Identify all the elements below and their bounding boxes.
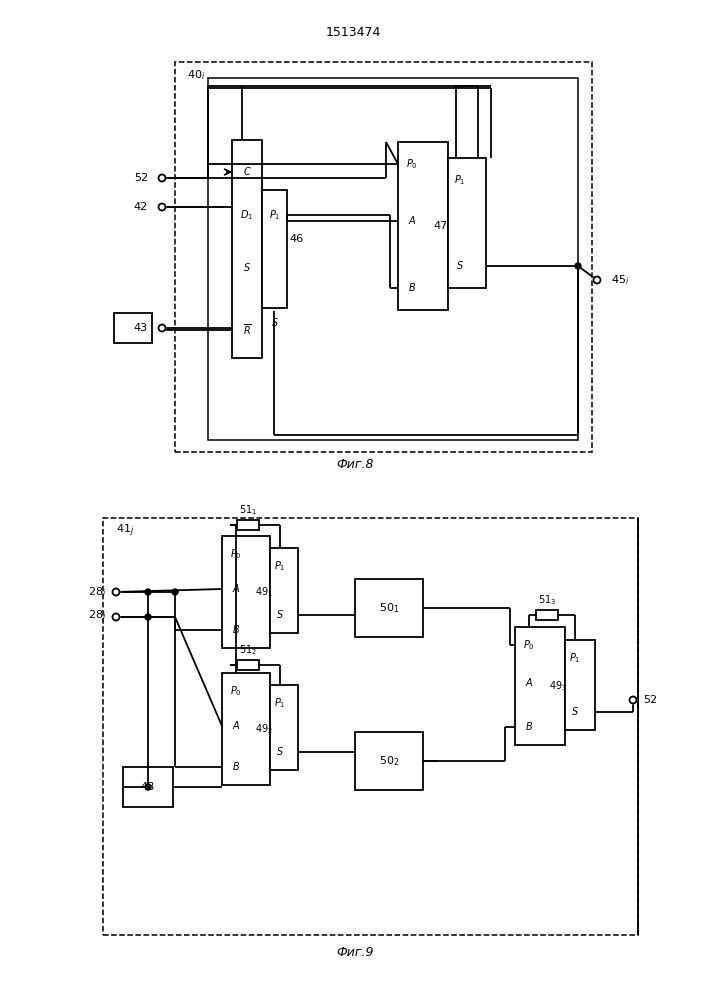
Text: $P_0$: $P_0$: [230, 547, 242, 561]
Text: $28_j$: $28_j$: [88, 609, 106, 625]
Text: $50_2$: $50_2$: [379, 754, 399, 768]
Text: $P_0$: $P_0$: [230, 684, 242, 698]
Text: $49_1$: $49_1$: [255, 585, 273, 599]
Bar: [175, 62, 592, 452]
Circle shape: [145, 784, 151, 790]
Text: $50_1$: $50_1$: [379, 601, 399, 615]
Text: $51_1$: $51_1$: [239, 503, 257, 517]
Text: 46: 46: [290, 234, 304, 244]
Bar: [103, 518, 638, 935]
Circle shape: [172, 589, 178, 595]
Text: 52: 52: [134, 173, 148, 183]
Bar: [536, 610, 558, 620]
Text: $P_1$: $P_1$: [269, 208, 281, 222]
Text: $D_1$: $D_1$: [240, 208, 254, 222]
Bar: [565, 640, 595, 730]
Bar: [222, 536, 270, 648]
Circle shape: [112, 613, 119, 620]
Text: A: A: [409, 216, 415, 226]
Text: S: S: [244, 263, 250, 273]
Text: $51_2$: $51_2$: [239, 643, 257, 657]
Bar: [222, 673, 270, 785]
Text: $P_0$: $P_0$: [523, 638, 535, 652]
Bar: [208, 78, 578, 440]
Bar: [237, 520, 259, 530]
Bar: [355, 732, 423, 790]
Bar: [114, 313, 152, 343]
Text: $45_i$: $45_i$: [611, 273, 629, 287]
Circle shape: [629, 696, 636, 704]
Bar: [270, 685, 298, 770]
Text: C: C: [244, 167, 250, 177]
Text: $49_3$: $49_3$: [549, 679, 567, 693]
Text: $41_j$: $41_j$: [116, 523, 134, 539]
Bar: [515, 627, 565, 745]
Bar: [398, 142, 448, 310]
Circle shape: [158, 204, 165, 211]
Text: $\overline{R}$: $\overline{R}$: [243, 323, 252, 337]
Text: S: S: [457, 261, 463, 271]
Circle shape: [158, 174, 165, 182]
Text: $28_i$: $28_i$: [88, 585, 106, 599]
Bar: [262, 190, 287, 308]
Circle shape: [145, 614, 151, 620]
Text: S: S: [277, 747, 283, 757]
Bar: [355, 579, 423, 637]
Text: 48: 48: [141, 782, 155, 792]
Text: $P_1$: $P_1$: [569, 651, 580, 665]
Text: A: A: [233, 584, 239, 594]
Text: $P_0$: $P_0$: [406, 157, 418, 171]
Text: $P_1$: $P_1$: [274, 559, 286, 573]
Text: B: B: [233, 625, 240, 635]
Bar: [237, 660, 259, 670]
Text: S: S: [277, 610, 283, 620]
Bar: [123, 767, 173, 807]
Bar: [232, 140, 262, 358]
Circle shape: [158, 324, 165, 332]
Text: $40_i$: $40_i$: [187, 68, 205, 82]
Text: $49_2$: $49_2$: [255, 722, 273, 736]
Text: S: S: [272, 318, 278, 328]
Text: 47: 47: [434, 221, 448, 231]
Circle shape: [112, 588, 119, 595]
Bar: [448, 158, 486, 288]
Text: 1513474: 1513474: [325, 25, 380, 38]
Text: $P_1$: $P_1$: [274, 696, 286, 710]
Text: $51_3$: $51_3$: [538, 593, 556, 607]
Text: $P_1$: $P_1$: [455, 173, 466, 187]
Circle shape: [145, 589, 151, 595]
Text: Фиг.8: Фиг.8: [337, 458, 374, 472]
Text: S: S: [572, 707, 578, 717]
Text: 43: 43: [134, 323, 148, 333]
Circle shape: [575, 263, 581, 269]
Text: 42: 42: [134, 202, 148, 212]
Text: B: B: [409, 283, 416, 293]
Text: B: B: [525, 722, 532, 732]
Text: B: B: [233, 762, 240, 772]
Text: A: A: [233, 721, 239, 731]
Bar: [270, 548, 298, 633]
Text: Фиг.9: Фиг.9: [337, 946, 374, 960]
Circle shape: [593, 276, 600, 284]
Text: A: A: [526, 678, 532, 688]
Text: 52: 52: [643, 695, 657, 705]
